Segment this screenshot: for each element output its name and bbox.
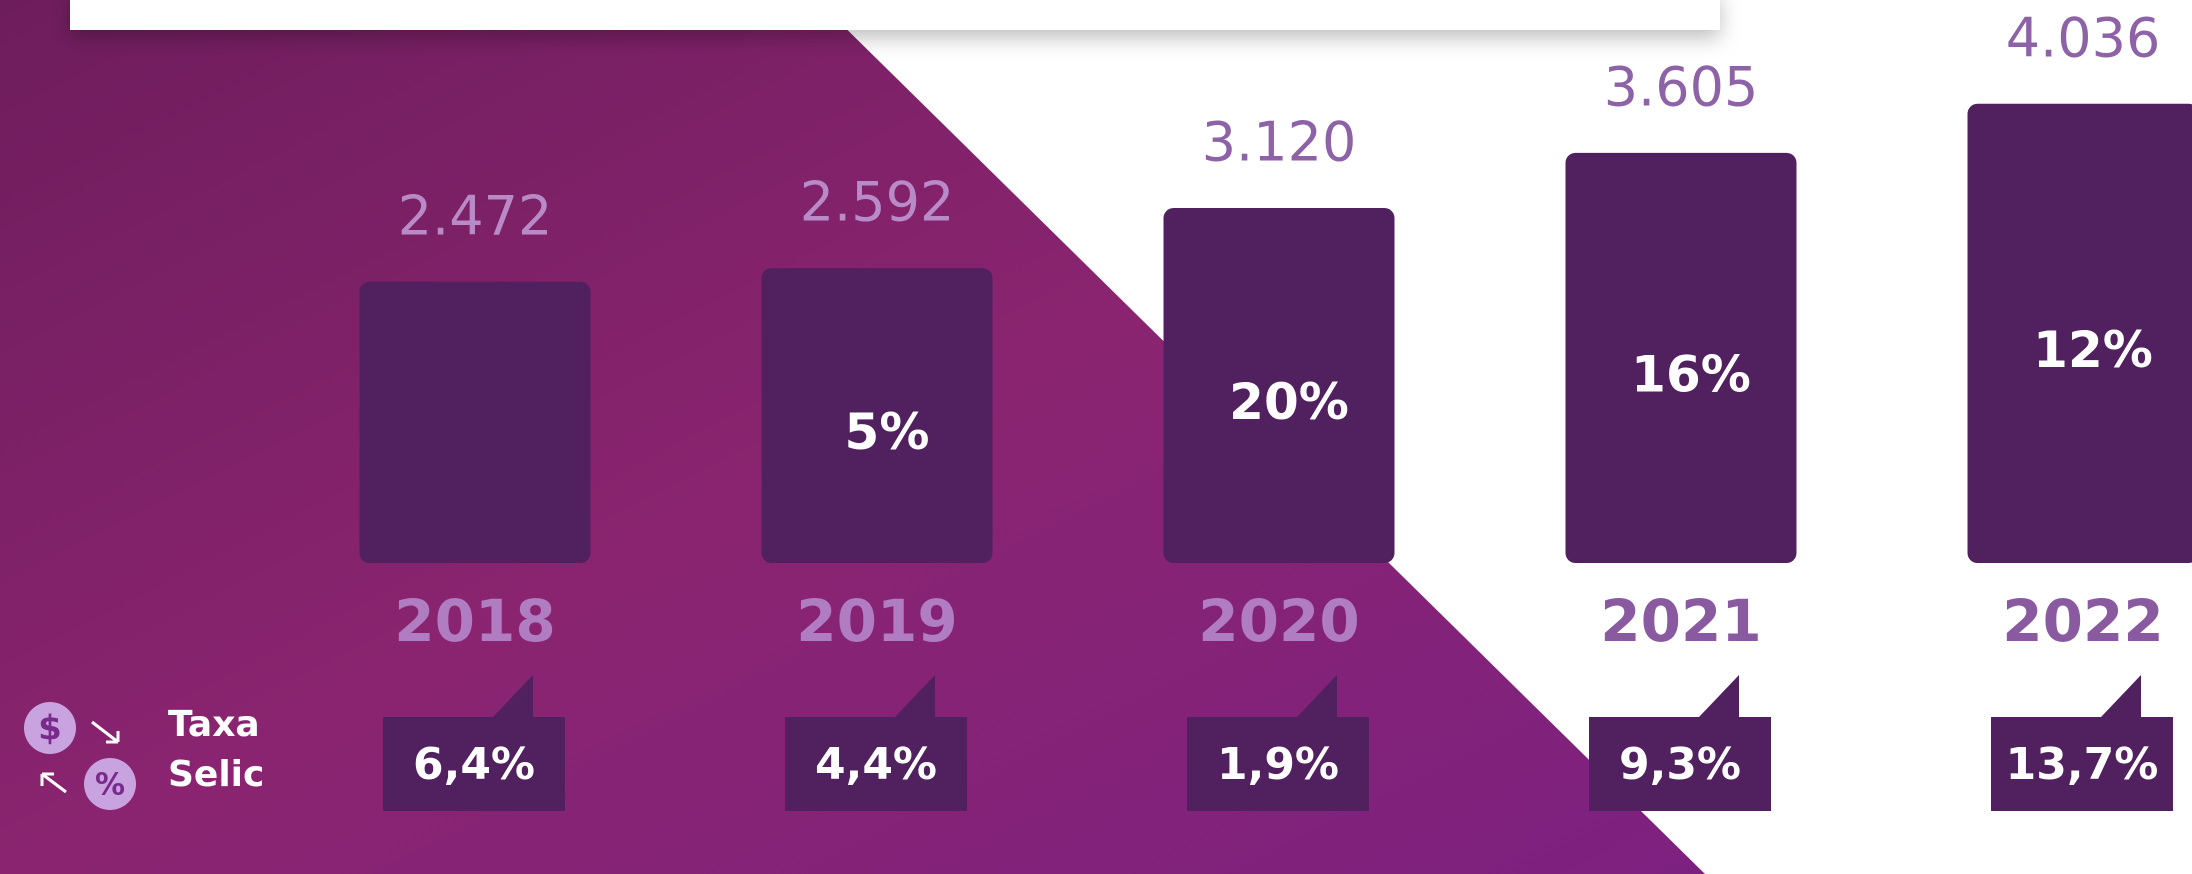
x-tick-label: 2019 (796, 587, 957, 655)
x-tick-label: 2018 (394, 587, 555, 655)
value-label: 2.472 (398, 184, 553, 247)
selic-value: 6,4% (413, 739, 535, 790)
selic-legend: Taxa Selic (168, 704, 265, 795)
x-tick-label: 2022 (2002, 587, 2163, 655)
value-label: 2.592 (800, 171, 955, 234)
value-label: 3.605 (1604, 55, 1759, 118)
selic-box (1589, 675, 1771, 811)
bar-label: 5% (845, 403, 930, 461)
bar (761, 268, 993, 563)
selic-box (785, 675, 967, 811)
selic-label: Taxa Selic (168, 704, 265, 795)
svg-text:$: $ (38, 709, 62, 749)
selic-value: 4,4% (815, 739, 937, 790)
bar (1565, 152, 1797, 563)
selic-value: 1,9% (1217, 739, 1339, 790)
value-label: 3.120 (1202, 111, 1357, 174)
bar-label: 16% (1631, 345, 1751, 403)
svg-text:%: % (95, 768, 125, 803)
selic-box (1187, 675, 1369, 811)
bar-label: 12% (2033, 321, 2153, 379)
selic-box (1991, 675, 2173, 811)
selic-box (383, 675, 565, 811)
x-tick-label: 2020 (1198, 587, 1359, 655)
selic-value: 9,3% (1619, 739, 1741, 790)
value-label: 4.036 (2006, 6, 2161, 69)
bar-label: 20% (1229, 373, 1349, 431)
selic-icon: $ % (24, 702, 136, 810)
bar (1163, 208, 1395, 563)
bar (359, 281, 591, 563)
x-tick-label: 2021 (1600, 587, 1761, 655)
bar (1967, 103, 2192, 563)
top-strip (70, 0, 1720, 30)
selic-value: 13,7% (2006, 739, 2159, 790)
